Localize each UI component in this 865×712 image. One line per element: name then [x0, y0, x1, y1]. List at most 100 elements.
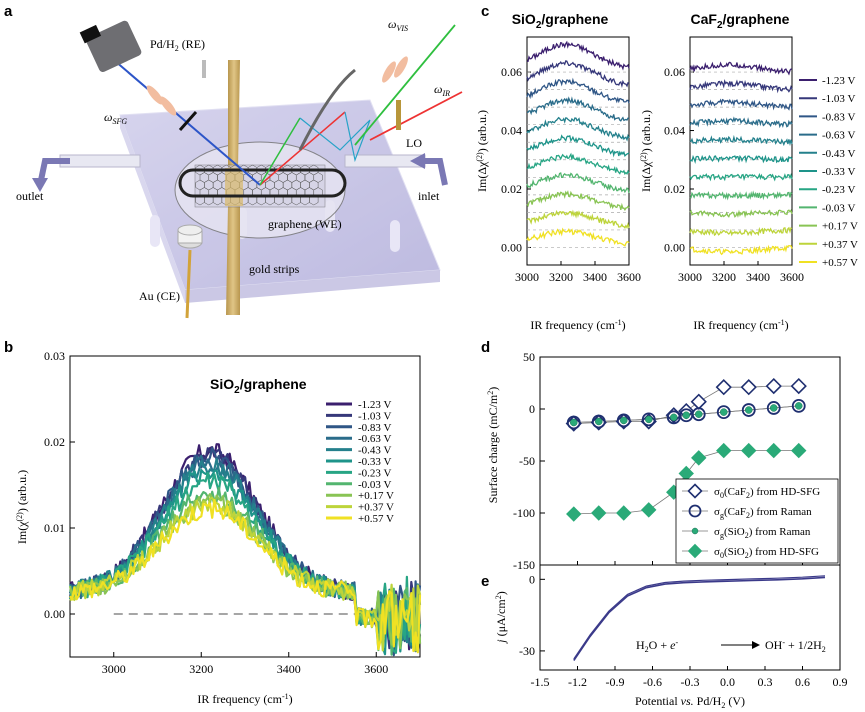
panel-d-legend-label-4: σ0(SiO2) from HD-SFG — [714, 546, 819, 560]
lo-crystal — [396, 100, 401, 130]
marker-open-diamond — [765, 377, 782, 395]
label-au-ce: Au (CE) — [139, 289, 180, 303]
panel-d-chart: 50 0 -50 -100 -150 σ0(CaF2) from HD-SFG σg(Ca… — [486, 350, 841, 572]
panel-label-c: c — [481, 3, 489, 20]
marker-open-circle — [766, 401, 781, 415]
beam-mix — [299, 111, 371, 163]
panel-c-series-8 — [689, 209, 793, 219]
panel-c-xtick-label: 3000 — [678, 270, 702, 284]
marker-filled-diamond — [716, 442, 732, 459]
marker-filled-circle — [691, 527, 699, 535]
panel-d-legend: σ0(CaF2) from HD-SFG σg(CaF2) from Raman σ… — [682, 483, 820, 560]
panel-b-series-10 — [69, 498, 422, 654]
marker-open-circle — [688, 504, 702, 518]
panel-e-xtick-label: -0.9 — [606, 675, 625, 689]
panel-c-series-3 — [689, 116, 793, 129]
panel-b-legend-label: -1.03 V — [358, 410, 391, 422]
lens-vis-2 — [394, 56, 408, 78]
panel-c-series-2 — [526, 77, 630, 104]
marker-filled-circle — [795, 402, 803, 410]
panel-d-ytick-label: -150 — [513, 558, 535, 572]
panel-c-charts: 3000 3200 3400 3600 0.00 0.02 0.04 0.06 3000 3200… — [475, 11, 858, 332]
panel-label-d: d — [481, 339, 490, 356]
groove-4 — [390, 220, 400, 252]
marker-filled-circle — [695, 410, 703, 418]
marker-filled-circle — [570, 418, 578, 427]
panel-e-ytick-label: 0 — [529, 572, 535, 586]
panel-b-legend-label: -1.23 V — [358, 399, 391, 411]
marker-filled-diamond — [591, 505, 607, 521]
label-pd-re: Pd/H2 (RE) — [150, 37, 205, 53]
panel-c-series-3 — [526, 96, 630, 122]
outlet-arrow — [37, 158, 70, 186]
marker-filled-circle — [645, 415, 653, 424]
panel-b-xtick-label: 3000 — [102, 662, 126, 676]
re-electrode — [202, 60, 206, 78]
panel-c-ytick-label: 0.06 — [501, 65, 522, 79]
panel-c-right-ylabel: Im(Δχ(2)) (arb.u.) — [639, 110, 653, 192]
label-lo: LO — [406, 136, 422, 150]
marker-open-circle — [591, 414, 606, 429]
panel-c-series-1 — [689, 79, 793, 94]
panel-c-series-10 — [526, 227, 630, 247]
panel-e-xtick-label: -1.2 — [568, 675, 587, 689]
equation-right: OH- + 1/2H2 — [765, 638, 826, 654]
panel-c-legend-label: -1.03 V — [822, 93, 855, 105]
marker-open-diamond — [690, 393, 707, 410]
panel-c-legend-label: -0.03 V — [822, 202, 855, 214]
panel-c-xtick-label: 3000 — [515, 270, 539, 284]
panel-c-ytick-label: 0.00 — [501, 240, 522, 254]
marker-open-circle — [616, 413, 631, 428]
panel-d-legend-label-3: σg(SiO2) from Raman — [714, 526, 811, 540]
marker-open-diamond — [687, 483, 703, 499]
marker-open-diamond — [790, 377, 807, 395]
panel-e-chart: -1.5 -1.2 -0.9 -0.6 -0.3 0.0 0.3 0.6 0.9 0 -30 H2O… — [494, 564, 848, 710]
gold-strip-bottom — [226, 205, 240, 315]
marker-filled-diamond — [641, 502, 657, 518]
label-omega-sfg: ωSFG — [104, 110, 127, 126]
marker-filled-diamond — [741, 442, 757, 459]
panel-e-xtick-label: 0.0 — [720, 675, 735, 689]
panel-c-series-6 — [526, 152, 630, 176]
panel-c-legend-label: +0.17 V — [822, 221, 858, 233]
panel-c-ytick-label: 0.04 — [664, 124, 685, 138]
panel-b-ytick-label: 0.03 — [44, 349, 65, 363]
marker-filled-circle — [595, 417, 603, 426]
panel-e-xtick-label: -1.5 — [531, 675, 550, 689]
panel-b-legend-label: +0.57 V — [358, 513, 394, 525]
marker-open-diamond — [715, 379, 732, 396]
panel-b-ylabel: Im(χ(2)) (arb.u.) — [15, 470, 29, 544]
panel-c-legend: -1.23 V -1.03 V -0.83 V -0.63 V -0.43 V -0.33… — [799, 75, 858, 269]
panel-c-series-9 — [689, 226, 793, 237]
label-outlet: outlet — [16, 189, 44, 203]
panel-b-title: SiO2/graphene — [210, 376, 307, 396]
panel-b-legend-label: -0.43 V — [358, 445, 391, 457]
gold-contact — [225, 168, 243, 206]
marker-filled-diamond — [687, 543, 703, 559]
marker-filled-diamond — [678, 465, 694, 482]
panel-b-ytick-label: 0.01 — [44, 521, 65, 535]
schematic: Pd/H2 (RE) ωSFG ωVIS ωIR LO outlet inlet… — [16, 17, 463, 319]
panel-e-cv-forward — [573, 576, 826, 661]
panel-e-xtick-label: 0.6 — [795, 675, 810, 689]
panel-c-xtick-label: 3200 — [712, 270, 736, 284]
panel-c-series-5 — [689, 154, 793, 165]
lens-sfg-2 — [159, 96, 177, 116]
marker-filled-diamond — [691, 450, 707, 466]
panel-b-legend-label: +0.17 V — [358, 490, 394, 502]
panel-e-equation: H2O + e- OH- + 1/2H2 — [636, 638, 826, 654]
outlet-tube — [59, 154, 141, 168]
panel-label-e: e — [481, 573, 489, 590]
aperture — [178, 111, 198, 131]
marker-filled-diamond — [616, 505, 632, 521]
panel-c-right-title: CaF2/graphene — [691, 11, 790, 31]
label-omega-vis: ωVIS — [388, 17, 408, 33]
panel-c-series-7 — [526, 172, 630, 194]
beam-sfg — [107, 54, 261, 186]
panel-c-series-7 — [689, 190, 793, 201]
panel-c-left-frame — [526, 36, 630, 266]
track — [178, 168, 347, 198]
panel-e-xtick-label: 0.3 — [758, 675, 773, 689]
panel-c-xtick-label: 3600 — [780, 270, 804, 284]
panel-d-legend-box — [675, 478, 839, 564]
